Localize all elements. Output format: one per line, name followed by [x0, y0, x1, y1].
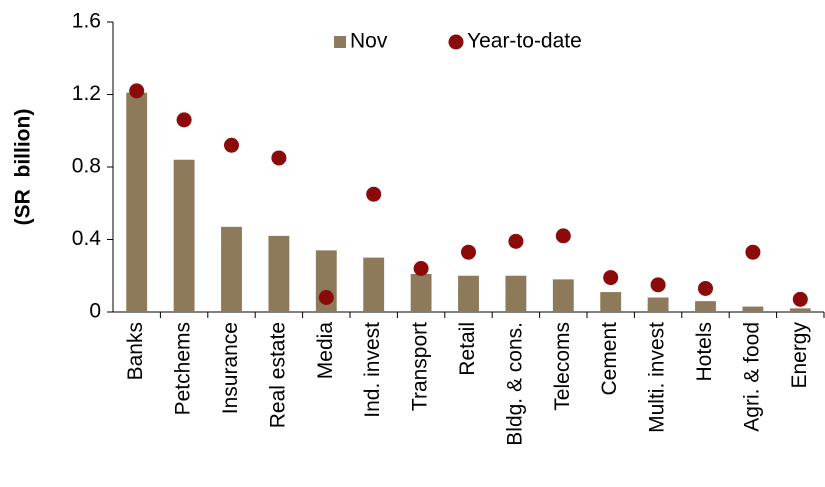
dot: [224, 137, 239, 153]
dot: [176, 112, 192, 128]
y-tick-label: 0.8: [72, 155, 101, 178]
x-tick-label: Petchems: [172, 322, 195, 415]
y-axis-label: (SR billion): [12, 109, 35, 226]
x-tick-label: Telecoms: [551, 322, 574, 411]
dot: [650, 277, 666, 293]
x-tick-label: Real estate: [266, 322, 289, 428]
y-tick-label: 0.4: [72, 227, 102, 250]
dot: [555, 228, 571, 244]
dot: [129, 83, 145, 99]
legend-swatch: [334, 36, 346, 48]
x-tick-label: Transport: [409, 322, 432, 411]
x-tick-label: Bldg. & cons.: [503, 322, 526, 446]
bar: [268, 235, 290, 312]
x-tick-label: Multi. invest: [646, 322, 669, 433]
bar: [505, 275, 527, 312]
dot: [792, 291, 808, 307]
legend-label: Year-to-date: [467, 30, 582, 53]
bar: [552, 279, 574, 312]
legend-label: Nov: [350, 30, 388, 53]
y-tick-label: 1.2: [72, 82, 101, 105]
bar: [789, 308, 811, 312]
y-tick-label: 1.6: [72, 10, 101, 33]
bar: [221, 226, 242, 312]
bar: [742, 306, 764, 312]
bar: [173, 159, 195, 312]
bar: [647, 297, 669, 312]
legend-dot: [448, 34, 464, 50]
dot: [318, 290, 334, 305]
dot: [461, 244, 476, 260]
dot: [271, 150, 287, 166]
x-tick-label: Energy: [788, 322, 811, 389]
x-tick-label: Retail: [456, 322, 479, 376]
bar: [410, 273, 432, 312]
x-tick-label: Ind. invest: [361, 322, 384, 418]
x-tick-label: Cement: [598, 322, 621, 396]
x-tick-label: Banks: [124, 322, 147, 380]
x-tick-label: Hotels: [693, 322, 716, 382]
dot: [508, 233, 524, 249]
bar: [458, 275, 479, 312]
dot: [603, 270, 619, 286]
bar: [695, 301, 716, 312]
bar: [363, 257, 385, 312]
y-tick-label: 0: [89, 300, 101, 323]
dot: [698, 280, 713, 296]
bar: [600, 292, 622, 312]
dot: [366, 186, 382, 202]
x-tick-label: Agri. & food: [740, 322, 763, 432]
dot: [745, 244, 761, 260]
dot: [413, 261, 429, 276]
x-tick-label: Media: [314, 322, 337, 380]
x-tick-label: Insurance: [219, 322, 242, 414]
bar: [126, 92, 148, 312]
